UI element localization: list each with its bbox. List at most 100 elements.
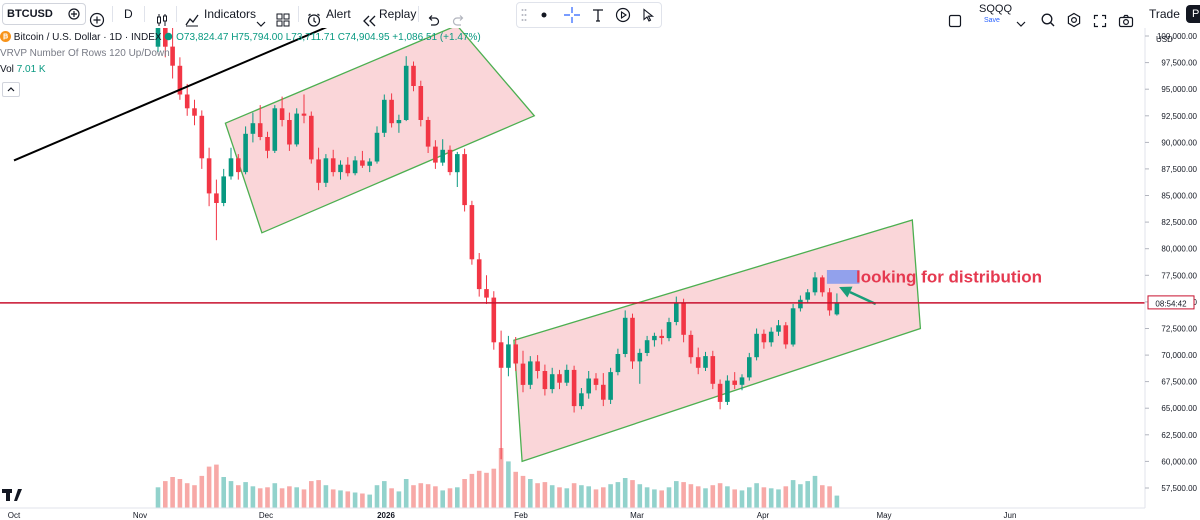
candle[interactable] [367,158,372,173]
candle[interactable] [608,367,613,404]
candle[interactable] [170,28,175,79]
candle[interactable] [535,355,540,379]
symbol-search[interactable]: BTCUSD [2,3,86,25]
redo-icon[interactable] [452,7,466,35]
candle[interactable] [214,179,219,241]
candle[interactable] [199,110,205,169]
candle[interactable] [221,168,226,207]
candle[interactable] [754,328,759,361]
candle[interactable] [732,372,737,390]
candle[interactable] [425,116,431,153]
candle[interactable] [637,348,643,384]
drag-handle-icon[interactable] [521,8,527,22]
gear-icon[interactable] [1066,6,1082,34]
candle[interactable] [345,157,351,177]
candle[interactable] [206,147,212,207]
chevron-down-icon[interactable] [256,10,266,38]
candle[interactable] [484,275,489,304]
candle[interactable] [330,149,336,177]
candle[interactable] [433,140,438,169]
price-axis[interactable] [1145,28,1200,520]
candle[interactable] [418,80,424,127]
highlight-box[interactable] [826,270,860,284]
candle[interactable] [783,322,789,349]
candle[interactable] [834,293,840,316]
candle[interactable] [491,291,497,350]
candle[interactable] [812,272,818,296]
tradingview-logo[interactable] [2,489,22,501]
candle[interactable] [352,156,358,176]
candle[interactable] [688,330,694,364]
annotation-arrow-head[interactable] [839,286,853,298]
candle[interactable] [323,154,329,187]
candle[interactable] [695,347,701,375]
annotation-arrow[interactable] [849,290,877,306]
candle[interactable] [747,352,752,381]
alert-clock-icon[interactable] [306,6,322,34]
candle[interactable] [374,126,380,164]
alert-button[interactable]: Alert [326,7,351,21]
candle[interactable] [601,373,606,407]
chevron-down-icon[interactable] [1016,10,1026,38]
candle[interactable] [177,57,183,100]
candle[interactable] [462,148,467,212]
legend-title[interactable]: Bitcoin / U.S. Dollar · 1D · INDEX [13,32,162,43]
candle[interactable] [528,356,533,390]
legend-vol-label[interactable]: Vol [0,64,14,75]
candle[interactable] [717,379,723,410]
candle[interactable] [805,289,810,303]
candle[interactable] [790,304,796,347]
avatar[interactable]: P [1186,5,1200,23]
candle[interactable] [287,112,292,151]
candle[interactable] [593,373,599,391]
indicators-button[interactable]: Indicators [204,7,257,21]
layouts-icon[interactable] [275,6,291,34]
candle[interactable] [513,337,518,371]
candle[interactable] [630,313,635,369]
candle[interactable] [403,56,409,122]
candle[interactable] [279,96,285,127]
candle[interactable] [586,371,591,399]
expand-icon[interactable] [1093,7,1107,35]
candle[interactable] [447,145,453,176]
plus-circle-icon[interactable] [89,6,105,34]
layout-save-status[interactable]: Save [984,17,1000,24]
legend-collapse-button[interactable] [2,82,20,97]
camera-icon[interactable] [1118,7,1134,35]
candle[interactable] [739,374,745,391]
candle[interactable] [622,310,628,358]
candle[interactable] [382,94,387,138]
trade-button[interactable]: Trade [1149,7,1180,21]
candle[interactable] [564,364,570,386]
parallel-channel[interactable] [224,28,536,234]
candle[interactable] [820,275,825,297]
candle[interactable] [396,114,402,133]
candle[interactable] [236,154,241,180]
interval-button[interactable]: D [124,7,133,21]
candle[interactable] [659,329,664,345]
candle[interactable] [549,367,555,394]
candle[interactable] [257,105,263,141]
candle[interactable] [243,126,248,175]
candle[interactable] [681,298,686,343]
candle[interactable] [360,150,365,168]
candle[interactable] [703,351,708,371]
candle[interactable] [155,28,161,52]
candle[interactable] [469,200,475,265]
candle[interactable] [294,108,299,147]
candle[interactable] [301,94,307,124]
candle[interactable] [250,112,256,143]
candle[interactable] [542,364,548,396]
search-icon[interactable] [1040,6,1056,34]
candle[interactable] [571,365,577,413]
candle[interactable] [389,93,394,128]
candle[interactable] [827,288,832,316]
candle[interactable] [520,350,526,393]
candle[interactable] [579,388,584,410]
candle[interactable] [309,111,314,164]
candle[interactable] [228,147,234,180]
currency-label[interactable]: USD [1156,35,1173,44]
crosshair-icon[interactable] [563,6,581,24]
candle[interactable] [316,147,321,191]
